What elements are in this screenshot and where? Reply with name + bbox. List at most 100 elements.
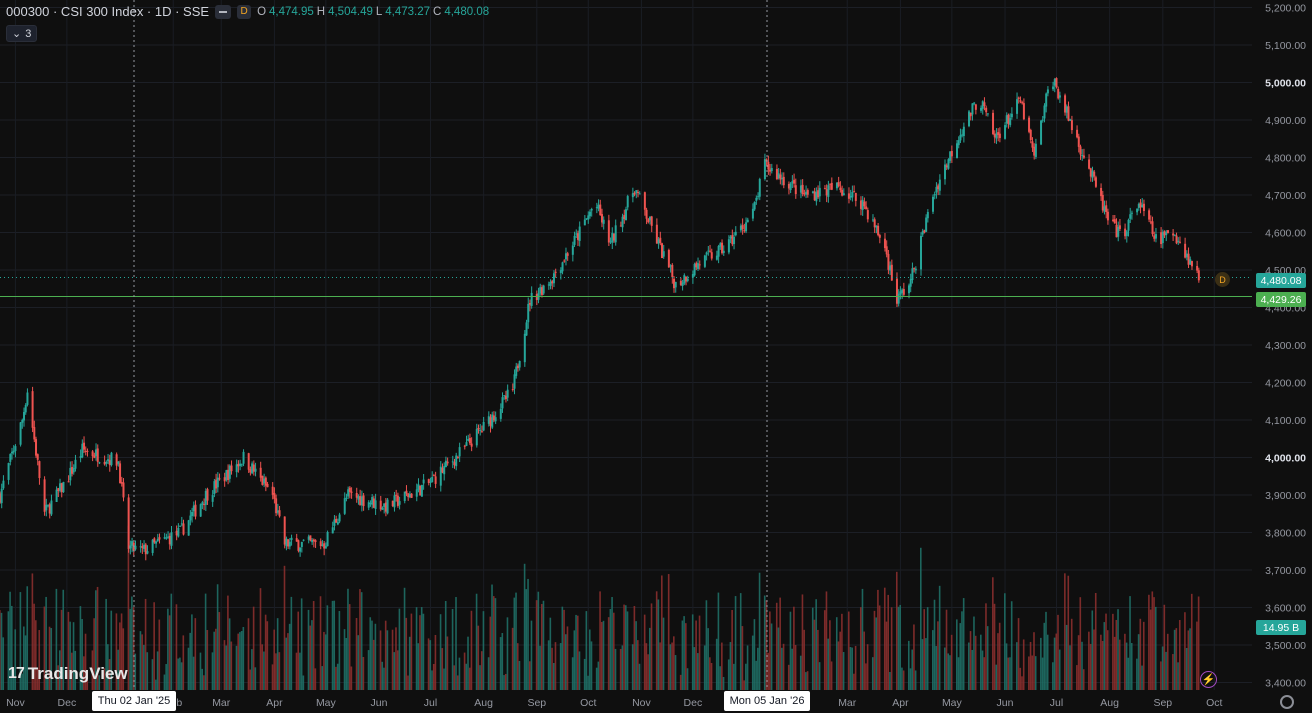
candle-body	[299, 547, 302, 552]
candle-body	[218, 478, 221, 480]
candle-body	[691, 274, 694, 278]
volume-bar	[995, 664, 998, 690]
volume-bar	[467, 636, 469, 690]
tradingview-logo[interactable]: 17 TradingView	[8, 664, 128, 684]
time-axis[interactable]: NovDecFebMarAprMayJunJulAugSepOctNovDecM…	[6, 697, 1222, 709]
candle-body	[621, 216, 624, 228]
candle-body	[827, 185, 830, 197]
candle-body	[637, 192, 640, 194]
candle-body	[119, 463, 122, 484]
volume-bar	[372, 639, 375, 690]
volume-bar	[889, 671, 891, 690]
candle-body	[261, 475, 264, 485]
volume-bar	[319, 596, 322, 690]
volume-bar	[871, 657, 874, 690]
volume-bar	[21, 673, 23, 690]
volume-bar	[933, 599, 936, 690]
candle-body	[914, 268, 917, 271]
volume-bar	[287, 633, 289, 690]
volume-bar	[1046, 634, 1049, 690]
price-tick-label: 4,800.00	[1265, 153, 1306, 165]
volume-bar	[1100, 634, 1102, 690]
volume-bar	[422, 613, 425, 690]
candle-body	[1021, 102, 1024, 104]
candle-body	[585, 218, 588, 220]
candle-body	[1184, 243, 1187, 258]
candle-body	[825, 189, 828, 196]
volume-bar	[223, 640, 226, 690]
volume-bar	[252, 606, 255, 690]
volume-bar	[576, 615, 579, 690]
time-tick-label: Mar	[838, 697, 857, 709]
volume-bar	[103, 668, 106, 690]
candle-body	[252, 464, 255, 472]
candle-body	[573, 235, 576, 245]
lightning-icon[interactable]: ⚡	[1200, 671, 1217, 688]
volume-bar	[813, 619, 816, 690]
dividend-marker[interactable]: D	[1215, 272, 1230, 287]
candle-body	[276, 510, 279, 513]
volume-bar	[825, 591, 828, 690]
price-axis[interactable]: 5,200.00 5,100.00 5,000.00 4,900.00 4,800.00…	[1265, 3, 1306, 690]
price-tick-label: 3,600.00	[1265, 603, 1306, 615]
volume-bar	[956, 619, 958, 690]
candle-body	[554, 271, 557, 273]
volume-bar	[311, 620, 313, 690]
volume-bar	[635, 621, 637, 690]
horizontal-line-price-tag[interactable]: 4,429.26	[1256, 292, 1306, 307]
volume-bar	[1189, 628, 1191, 690]
symbol-title[interactable]: 000300 · CSI 300 Index · 1D · SSE	[6, 4, 210, 19]
volume-bar	[902, 670, 905, 690]
candle-body	[889, 265, 892, 271]
volume-bar	[722, 676, 725, 690]
volume-bar	[731, 609, 733, 690]
volume-bar	[1142, 621, 1145, 690]
volume-bar	[734, 596, 737, 690]
hide-icon[interactable]	[215, 4, 232, 19]
volume-bar	[705, 600, 708, 690]
volume-bar	[851, 647, 853, 690]
volume-bar	[839, 631, 841, 690]
candle-body	[969, 112, 972, 117]
indicators-toggle[interactable]: ⌄ 3	[6, 25, 38, 42]
candle-body	[105, 461, 108, 464]
gear-icon[interactable]	[1280, 695, 1294, 709]
candle-body	[321, 544, 324, 546]
dividend-badge[interactable]: D	[237, 4, 252, 19]
candle-body	[717, 246, 720, 257]
candle-body	[144, 544, 147, 555]
candle-body	[753, 201, 756, 210]
volume-bar	[767, 652, 769, 690]
candle-body	[347, 489, 350, 497]
logo-text: TradingView	[27, 664, 128, 683]
volume-bar	[62, 589, 65, 690]
volume-bar	[333, 600, 336, 690]
volume-bar	[225, 645, 227, 690]
volume-bar	[625, 605, 627, 690]
volume-bar	[134, 653, 137, 690]
volume-bar	[631, 644, 634, 690]
volume-bar	[511, 627, 514, 690]
candle-body	[751, 208, 754, 219]
volume-bar	[655, 591, 658, 690]
volume-bar	[1185, 648, 1188, 690]
volume-bar	[1091, 610, 1094, 690]
candle-body	[873, 219, 876, 228]
volume-bar	[974, 635, 977, 690]
volume-bar	[86, 679, 89, 690]
volume-bar	[671, 642, 673, 690]
candle-body	[937, 185, 940, 190]
volume-bar	[276, 618, 279, 690]
candle-body	[302, 539, 305, 541]
volume-bar	[1052, 662, 1054, 690]
candle-body	[575, 233, 578, 235]
candle-body	[477, 427, 480, 430]
candle-body	[542, 285, 545, 294]
candle-body	[1007, 114, 1010, 125]
candle-body	[393, 495, 396, 508]
volume-bar	[937, 621, 939, 690]
volume-bar	[710, 662, 713, 690]
candle-body	[384, 502, 387, 512]
candle-body	[0, 493, 1, 503]
